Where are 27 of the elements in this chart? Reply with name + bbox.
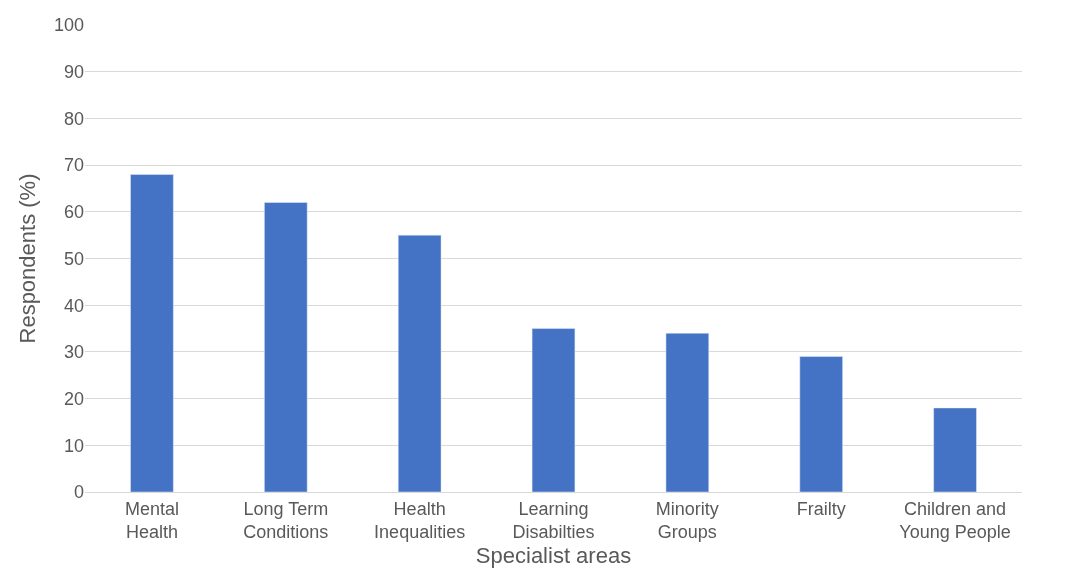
x-tick-label: Minority Groups xyxy=(655,498,719,542)
y-tick-label: 90 xyxy=(63,62,84,82)
y-tick-label: 40 xyxy=(63,295,84,316)
bar xyxy=(264,202,308,492)
x-tick-label: Health Inequalities xyxy=(374,498,466,542)
x-tick-label: Children and Young People xyxy=(899,498,1011,542)
y-tick-label: 80 xyxy=(63,108,84,129)
x-tick-label: Frailty xyxy=(796,498,846,519)
y-tick-label: 50 xyxy=(63,248,84,269)
x-tick-label: Learning Disabilties xyxy=(512,498,595,542)
bar xyxy=(397,234,442,492)
y-tick-label: 0 xyxy=(73,482,84,503)
y-tick-label: 60 xyxy=(63,202,84,223)
y-tick-label: 70 xyxy=(63,155,84,176)
bar xyxy=(130,174,174,492)
y-tick-label: 20 xyxy=(63,388,84,409)
bar xyxy=(933,407,977,492)
x-tick-label: Long Term Conditions xyxy=(243,498,329,542)
y-tick-label: 100 xyxy=(53,15,84,36)
bar xyxy=(665,332,710,492)
bar xyxy=(531,328,576,492)
x-axis-title: Specialist areas xyxy=(475,542,632,568)
x-tick-label: Mental Health xyxy=(124,498,179,542)
y-tick-label: 30 xyxy=(63,342,84,363)
bar xyxy=(799,356,843,492)
y-axis-title: Respondents (%) xyxy=(14,173,40,344)
y-tick-label: 10 xyxy=(63,435,84,456)
